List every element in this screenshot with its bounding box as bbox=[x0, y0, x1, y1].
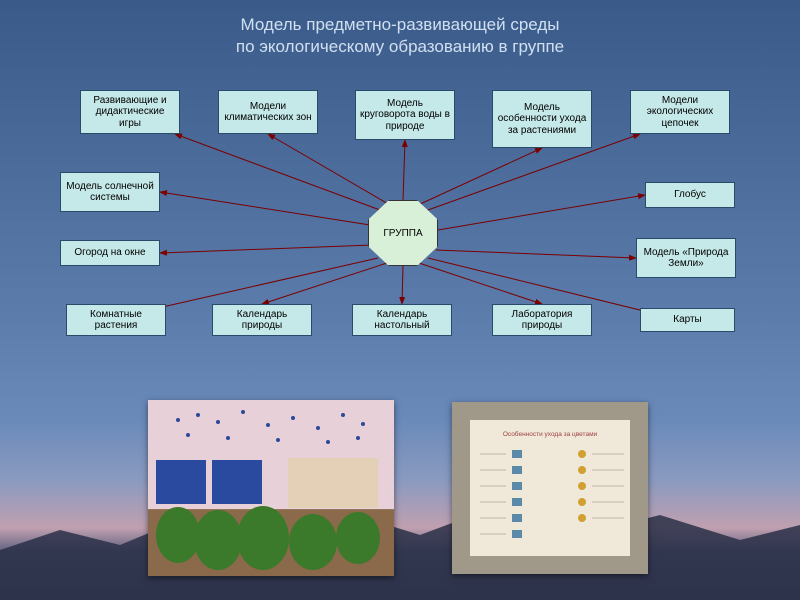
diagram-edge bbox=[160, 245, 372, 253]
node-n5: Модели экологических цепочек bbox=[630, 90, 730, 134]
diagram-edge bbox=[262, 262, 390, 304]
node-label: Развивающие и дидактические игры bbox=[85, 95, 175, 130]
center-node-label: ГРУППА bbox=[383, 228, 422, 239]
node-label: Модель круговорота воды в природе bbox=[360, 98, 450, 133]
node-n2: Модели климатических зон bbox=[218, 90, 318, 134]
poster-title: Особенности ухода за цветами bbox=[503, 430, 598, 438]
photo-poster: Особенности ухода за цветами bbox=[452, 402, 648, 574]
diagram-edge bbox=[438, 195, 645, 230]
node-label: Календарь природы bbox=[217, 309, 307, 332]
title-line-1: Модель предметно-развивающей среды bbox=[241, 15, 560, 34]
node-n11: Календарь природы bbox=[212, 304, 312, 336]
diagram-edge bbox=[402, 266, 403, 304]
node-n13: Лаборатория природы bbox=[492, 304, 592, 336]
node-n7: Глобус bbox=[645, 182, 735, 208]
node-n3: Модель круговорота воды в природе bbox=[355, 90, 455, 140]
diagram-edge bbox=[160, 192, 370, 225]
node-n6: Модель солнечной системы bbox=[60, 172, 160, 212]
diagram-edge bbox=[403, 140, 405, 200]
diagram-edge bbox=[416, 262, 542, 304]
node-n8: Огород на окне bbox=[60, 240, 160, 266]
photo-classroom bbox=[148, 400, 394, 576]
node-label: Календарь настольный bbox=[357, 309, 447, 332]
node-label: Модели климатических зон bbox=[223, 101, 313, 124]
node-label: Лаборатория природы bbox=[497, 309, 587, 332]
concept-diagram: ГРУППА Развивающие и дидактические игры М… bbox=[0, 60, 800, 400]
node-label: Карты bbox=[673, 314, 702, 326]
node-label: Модели экологических цепочек bbox=[635, 95, 725, 130]
node-n14: Карты bbox=[640, 308, 735, 332]
diagram-edge bbox=[158, 258, 378, 308]
node-n12: Календарь настольный bbox=[352, 304, 452, 336]
diagram-edge bbox=[436, 250, 636, 258]
node-n10: Комнатные растения bbox=[66, 304, 166, 336]
node-label: Модель «Природа Земли» bbox=[641, 247, 731, 270]
node-label: Комнатные растения bbox=[71, 309, 161, 332]
photo-classroom-content bbox=[148, 400, 394, 576]
node-label: Модель особенности ухода за растениями bbox=[497, 102, 587, 137]
photo-poster-content: Особенности ухода за цветами bbox=[452, 402, 648, 574]
node-label: Модель солнечной системы bbox=[65, 181, 155, 204]
diagram-edge bbox=[175, 134, 380, 210]
node-n1: Развивающие и дидактические игры bbox=[80, 90, 180, 134]
page-title: Модель предметно-развивающей среды по эк… bbox=[0, 0, 800, 58]
node-label: Огород на окне bbox=[74, 247, 145, 259]
title-line-2: по экологическому образованию в группе bbox=[236, 37, 564, 56]
diagram-edge bbox=[418, 148, 542, 205]
center-node: ГРУППА bbox=[368, 200, 438, 266]
node-n4: Модель особенности ухода за растениями bbox=[492, 90, 592, 148]
diagram-edge bbox=[268, 134, 390, 205]
photos-row: Особенности ухода за цветами bbox=[0, 400, 800, 590]
node-label: Глобус bbox=[674, 189, 706, 201]
node-n9: Модель «Природа Земли» bbox=[636, 238, 736, 278]
